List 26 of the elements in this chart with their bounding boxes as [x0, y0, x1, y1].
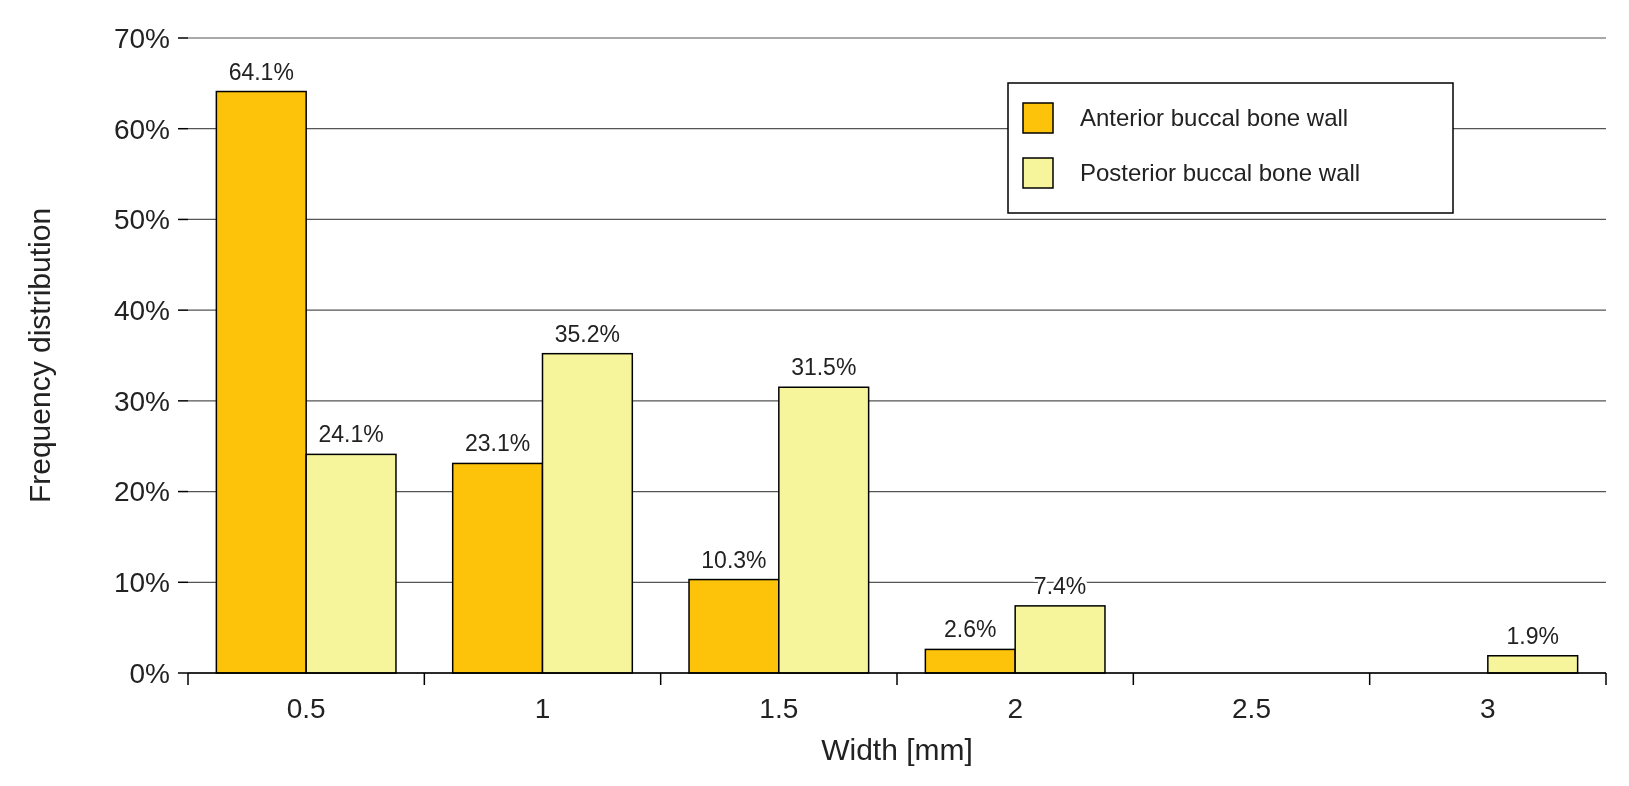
y-tick-label: 50% — [113, 204, 170, 236]
legend-label: Anterior buccal bone wall — [1080, 104, 1349, 132]
x-tick-label: 2.5 — [1232, 693, 1271, 724]
y-tick-label: 30% — [113, 385, 170, 417]
legend-label: Posterior buccal bone wall — [1080, 159, 1361, 187]
y-tick-label: 40% — [113, 294, 170, 326]
data-label: 23.1% — [464, 430, 531, 457]
y-tick-label: 70% — [113, 22, 170, 54]
x-tick-label: 3 — [1480, 693, 1496, 724]
data-label: 31.5% — [791, 354, 857, 381]
x-tick-label: 1 — [534, 693, 551, 724]
x-tick-label: 2 — [1007, 693, 1023, 724]
x-tick-label: 1.5 — [759, 693, 799, 724]
data-label: 35.2% — [554, 320, 621, 347]
x-tick-label: 0.5 — [286, 693, 326, 724]
y-tick-label: 60% — [113, 113, 170, 145]
data-label: 2.6% — [944, 616, 997, 643]
y-tick-label: 10% — [113, 567, 170, 599]
data-label: 24.1% — [318, 421, 384, 448]
x-axis-title: Width [mm] — [821, 733, 973, 766]
data-label: 1.9% — [1506, 622, 1559, 649]
data-label: 64.1% — [228, 58, 294, 85]
data-label: 10.3% — [701, 546, 767, 573]
y-axis-title: Frequency distribution — [23, 207, 56, 504]
y-tick-label: 20% — [113, 476, 170, 508]
y-tick-label: 0% — [129, 657, 170, 689]
